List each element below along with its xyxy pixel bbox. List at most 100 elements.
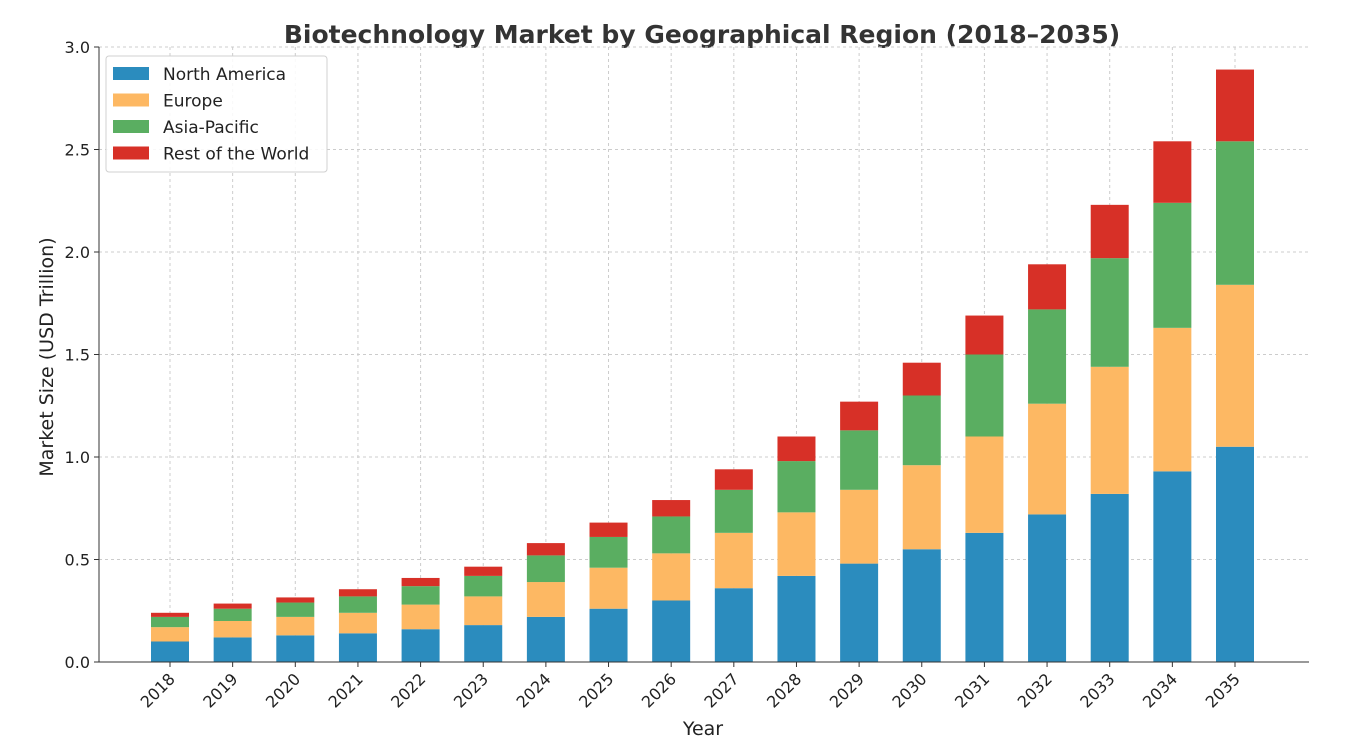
bar-segment-rest-of-the-world-2018 [151,612,189,617]
bar-segment-north-america-2021 [338,633,377,662]
x-tick-label: 2027 [700,669,742,711]
x-tick-label: 2033 [1076,669,1118,711]
x-tick-label: 2022 [387,669,429,711]
bar-segment-europe-2023 [464,596,503,626]
bar-segment-asia-pacific-2031 [965,354,1004,437]
bar-segment-europe-2031 [965,436,1004,533]
y-tick-label: 1.5 [65,346,90,365]
bar-segment-north-america-2024 [526,616,565,662]
bar-segment-europe-2028 [777,512,816,576]
x-tick-label: 2034 [1139,669,1181,711]
bar-segment-north-america-2034 [1153,471,1192,662]
y-tick-label: 2.5 [65,141,90,160]
x-tick-label: 2035 [1202,669,1244,711]
legend-label: Rest of the World [163,145,309,165]
bar-segment-europe-2030 [902,465,941,550]
bar-segment-europe-2022 [401,604,440,630]
x-tick-label: 2029 [826,669,868,711]
legend-swatch [113,93,149,107]
bar-segment-europe-2033 [1090,366,1129,494]
x-tick-label: 2018 [137,669,179,711]
x-tick-label: 2019 [199,669,241,711]
bar-segment-asia-pacific-2032 [1028,309,1067,404]
bar-segment-asia-pacific-2020 [276,602,315,617]
x-tick-label: 2025 [575,669,617,711]
bar-segment-asia-pacific-2033 [1090,258,1129,367]
bar-segment-europe-2021 [338,612,377,634]
bar-segment-asia-pacific-2030 [902,395,941,466]
bar-segment-north-america-2027 [714,588,753,662]
x-axis-title: Year [682,718,723,740]
legend-swatch [113,67,149,80]
x-tick-label: 2021 [325,669,367,711]
bar-segment-asia-pacific-2034 [1153,202,1192,328]
bar-segment-north-america-2032 [1028,514,1067,662]
bar-segment-rest-of-the-world-2033 [1090,204,1129,259]
bars [151,69,1254,662]
bar-segment-north-america-2022 [401,629,440,662]
x-tick-label: 2023 [450,669,492,711]
bar-segment-rest-of-the-world-2029 [840,401,879,431]
x-tick-label: 2026 [638,669,680,711]
bar-segment-asia-pacific-2035 [1216,141,1254,285]
y-axis-title: Market Size (USD Trillion) [36,237,58,476]
bar-segment-rest-of-the-world-2023 [464,566,503,576]
bar-segment-asia-pacific-2019 [213,608,252,621]
bar-segment-north-america-2020 [276,635,315,662]
y-tick-label: 0.0 [65,653,90,672]
legend-label: Europe [163,92,223,112]
chart-title: Biotechnology Market by Geographical Reg… [284,20,1120,49]
y-tick-label: 2.0 [65,243,90,262]
bar-segment-asia-pacific-2028 [777,461,816,513]
bar-segment-europe-2024 [526,582,565,617]
legend-label: Asia-Pacific [163,118,259,138]
bar-segment-asia-pacific-2022 [401,586,440,605]
bar-segment-europe-2035 [1216,284,1254,447]
bar-segment-north-america-2023 [464,625,503,662]
x-tick-label: 2020 [262,669,304,711]
bar-segment-north-america-2033 [1090,493,1129,662]
bar-segment-north-america-2026 [652,600,691,662]
bar-segment-rest-of-the-world-2025 [589,522,628,537]
bar-segment-europe-2029 [840,489,879,564]
bar-segment-europe-2027 [714,532,753,589]
bar-segment-north-america-2019 [213,637,252,662]
bar-segment-north-america-2035 [1216,446,1254,662]
bar-segment-europe-2025 [589,567,628,609]
bar-segment-rest-of-the-world-2035 [1216,69,1254,142]
bar-segment-rest-of-the-world-2024 [526,543,565,556]
bar-segment-north-america-2029 [840,563,879,662]
x-tick-label: 2032 [1014,669,1056,711]
legend-box [105,55,328,173]
legend: North America Europe Asia-Pacific Rest of t… [105,55,328,173]
x-tick-label: 2031 [951,669,993,711]
bar-segment-rest-of-the-world-2019 [213,603,252,609]
x-tick-label: 2024 [512,669,554,711]
bar-segment-rest-of-the-world-2026 [652,500,691,517]
bar-segment-rest-of-the-world-2032 [1028,264,1067,310]
bar-segment-north-america-2025 [589,608,628,662]
legend-label: North America [163,65,286,85]
bar-segment-asia-pacific-2027 [714,489,753,533]
bar-segment-asia-pacific-2021 [338,596,377,613]
bar-segment-north-america-2028 [777,575,816,662]
bar-segment-europe-2020 [276,616,315,636]
y-tick-label: 1.0 [65,448,90,467]
bar-segment-rest-of-the-world-2028 [777,436,816,462]
bar-segment-asia-pacific-2029 [840,430,879,490]
bar-segment-rest-of-the-world-2027 [714,469,753,490]
legend-swatch [113,120,149,133]
bar-segment-north-america-2030 [902,549,941,662]
bar-segment-rest-of-the-world-2021 [338,589,377,597]
x-tick-label: 2030 [888,669,930,711]
bar-segment-rest-of-the-world-2031 [965,315,1004,355]
bar-segment-asia-pacific-2025 [589,536,628,568]
bar-segment-europe-2032 [1028,403,1067,515]
bar-segment-rest-of-the-world-2034 [1153,141,1192,203]
bar-segment-europe-2018 [151,627,189,642]
bar-segment-asia-pacific-2026 [652,516,691,554]
bar-segment-north-america-2018 [151,641,189,662]
bar-segment-europe-2026 [652,553,691,601]
